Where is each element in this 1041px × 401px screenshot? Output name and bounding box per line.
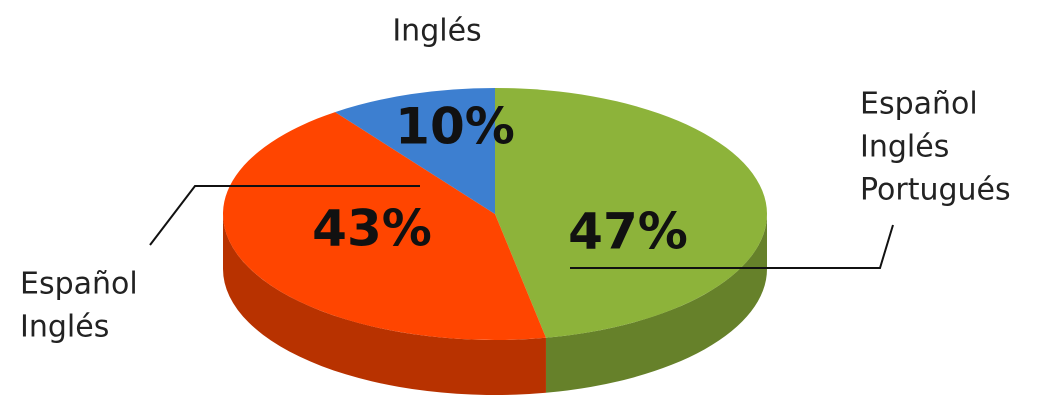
leader-line	[149, 185, 420, 246]
category-label: Inglés	[20, 310, 109, 345]
pie	[222, 88, 768, 396]
data-label: 47%	[568, 203, 688, 261]
category-label: Español	[20, 267, 138, 302]
pie-slice	[335, 88, 495, 214]
category-label: Español	[860, 87, 978, 122]
leader-line	[570, 224, 894, 269]
pie-slice	[495, 88, 768, 338]
data-label: 10%	[395, 98, 515, 156]
data-label: 43%	[312, 200, 432, 258]
category-label: Portugués	[860, 173, 1011, 208]
category-label: Inglés	[392, 14, 481, 49]
pie-slice	[222, 112, 546, 340]
pie-side	[223, 214, 546, 396]
category-label: Inglés	[860, 130, 949, 165]
pie-side	[545, 214, 767, 393]
